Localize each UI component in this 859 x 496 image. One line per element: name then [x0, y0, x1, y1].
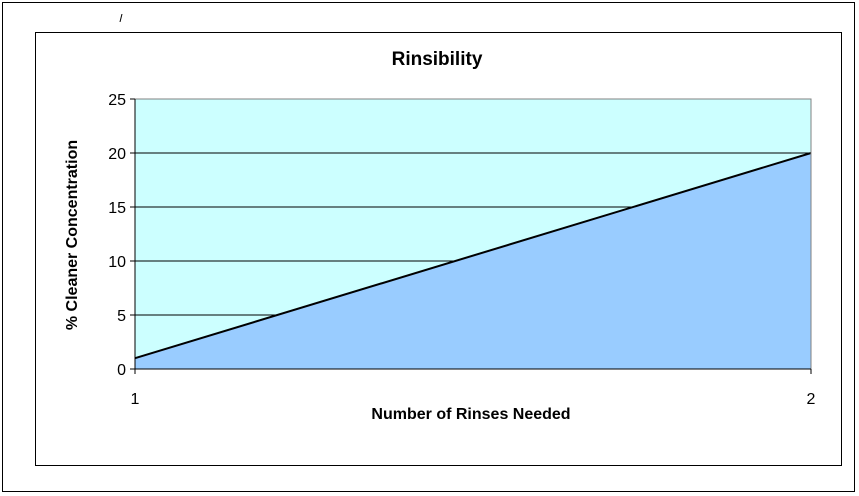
y-tick-label: 25 [108, 92, 126, 109]
y-tick-label: 10 [108, 254, 126, 271]
chart-title: Rinsibility [392, 49, 483, 70]
x-tick-label: 2 [807, 391, 816, 408]
axis-lines [134, 99, 811, 370]
y-axis-label: % Cleaner Concentration [64, 140, 81, 330]
corner-mark-glyph [119, 14, 123, 22]
y-tick-label: 5 [117, 308, 126, 325]
y-tick-label: 0 [117, 362, 126, 379]
x-axis-label: Number of Rinses Needed [371, 406, 570, 423]
y-tick-label: 20 [108, 146, 126, 163]
series-line [134, 152, 812, 360]
x-tick-label: 1 [131, 391, 140, 408]
y-tick-labels: 0 5 10 15 20 25 [108, 92, 135, 379]
area-fill [135, 153, 811, 369]
y-tick-label: 15 [108, 200, 126, 217]
